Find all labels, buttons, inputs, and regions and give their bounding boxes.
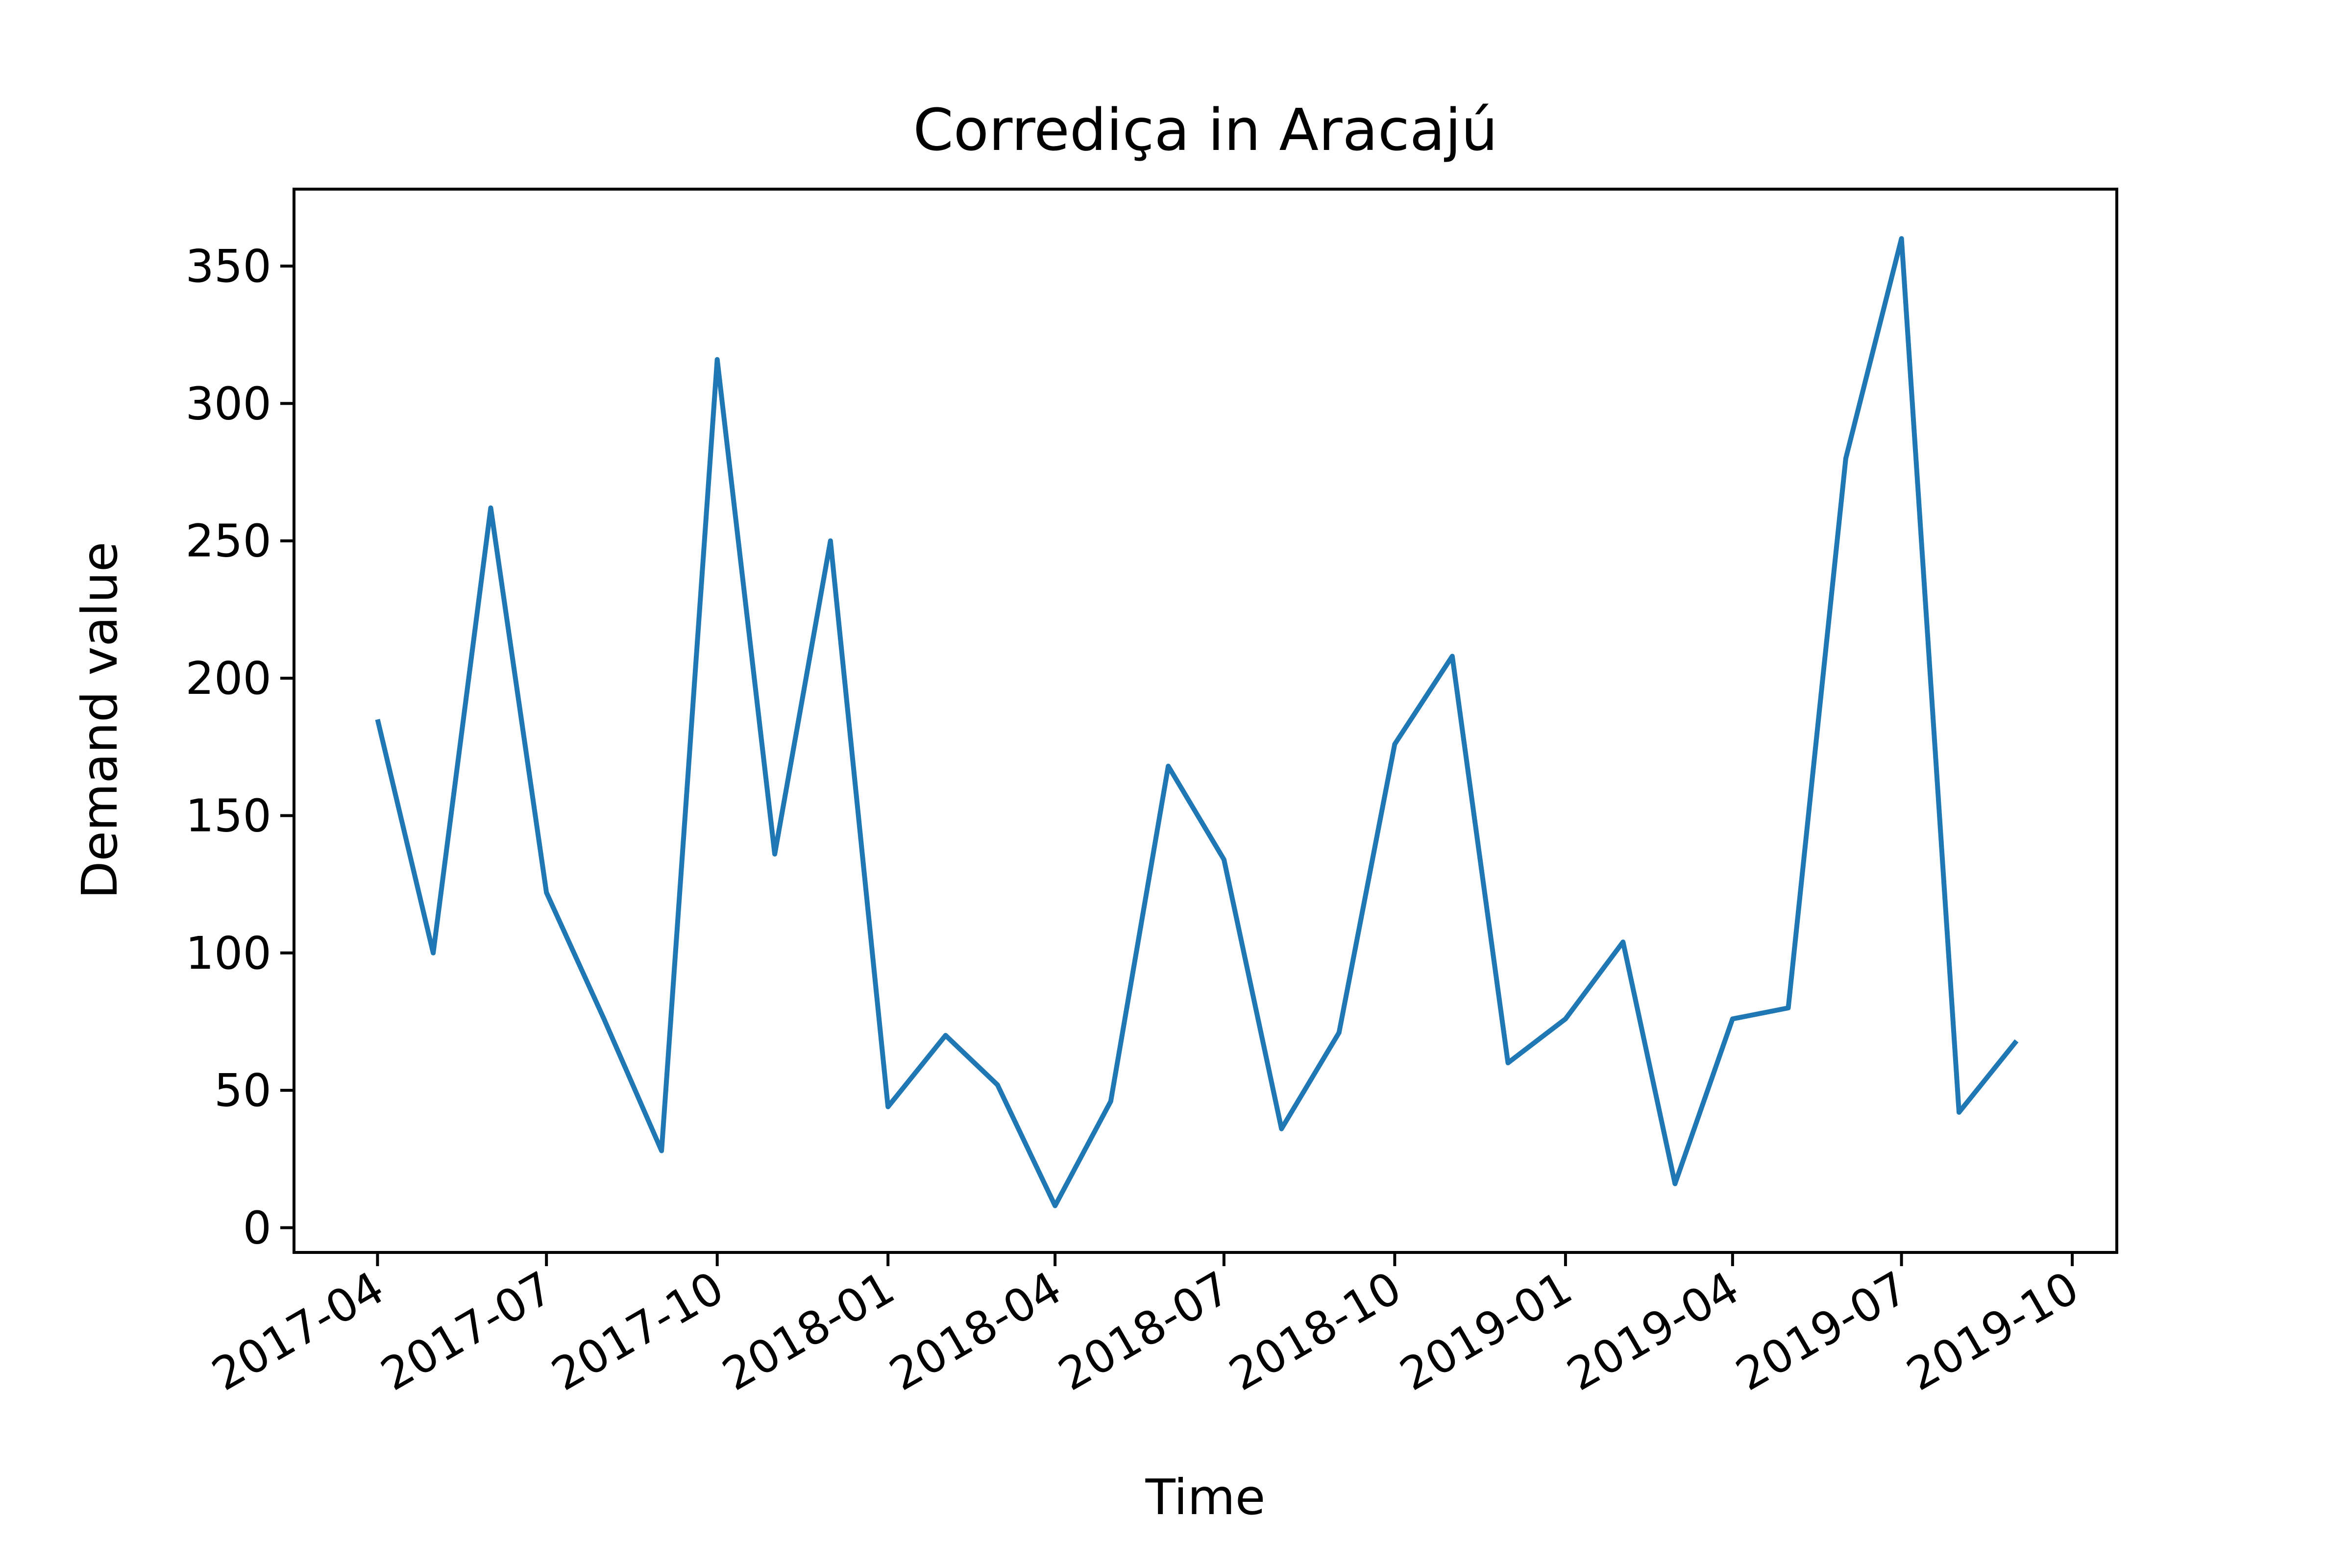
y-tick-label: 0: [243, 1202, 271, 1254]
y-axis-label: Demand value: [71, 541, 128, 899]
x-axis-label: Time: [1145, 1469, 1266, 1526]
plot-area: [375, 236, 2019, 1208]
y-tick-label: 350: [185, 240, 271, 293]
y-tick-label: 150: [185, 789, 271, 842]
series-line-0: [375, 236, 2019, 1208]
y-tick-label: 100: [185, 927, 271, 980]
axes-frame: [293, 188, 2118, 1254]
chart-title: Corrediça in Aracajú: [913, 96, 1497, 164]
y-tick-label: 50: [214, 1064, 271, 1117]
y-tick-label: 300: [185, 377, 271, 430]
y-tick-label: 200: [185, 652, 271, 705]
y-tick-label: 250: [185, 515, 271, 567]
